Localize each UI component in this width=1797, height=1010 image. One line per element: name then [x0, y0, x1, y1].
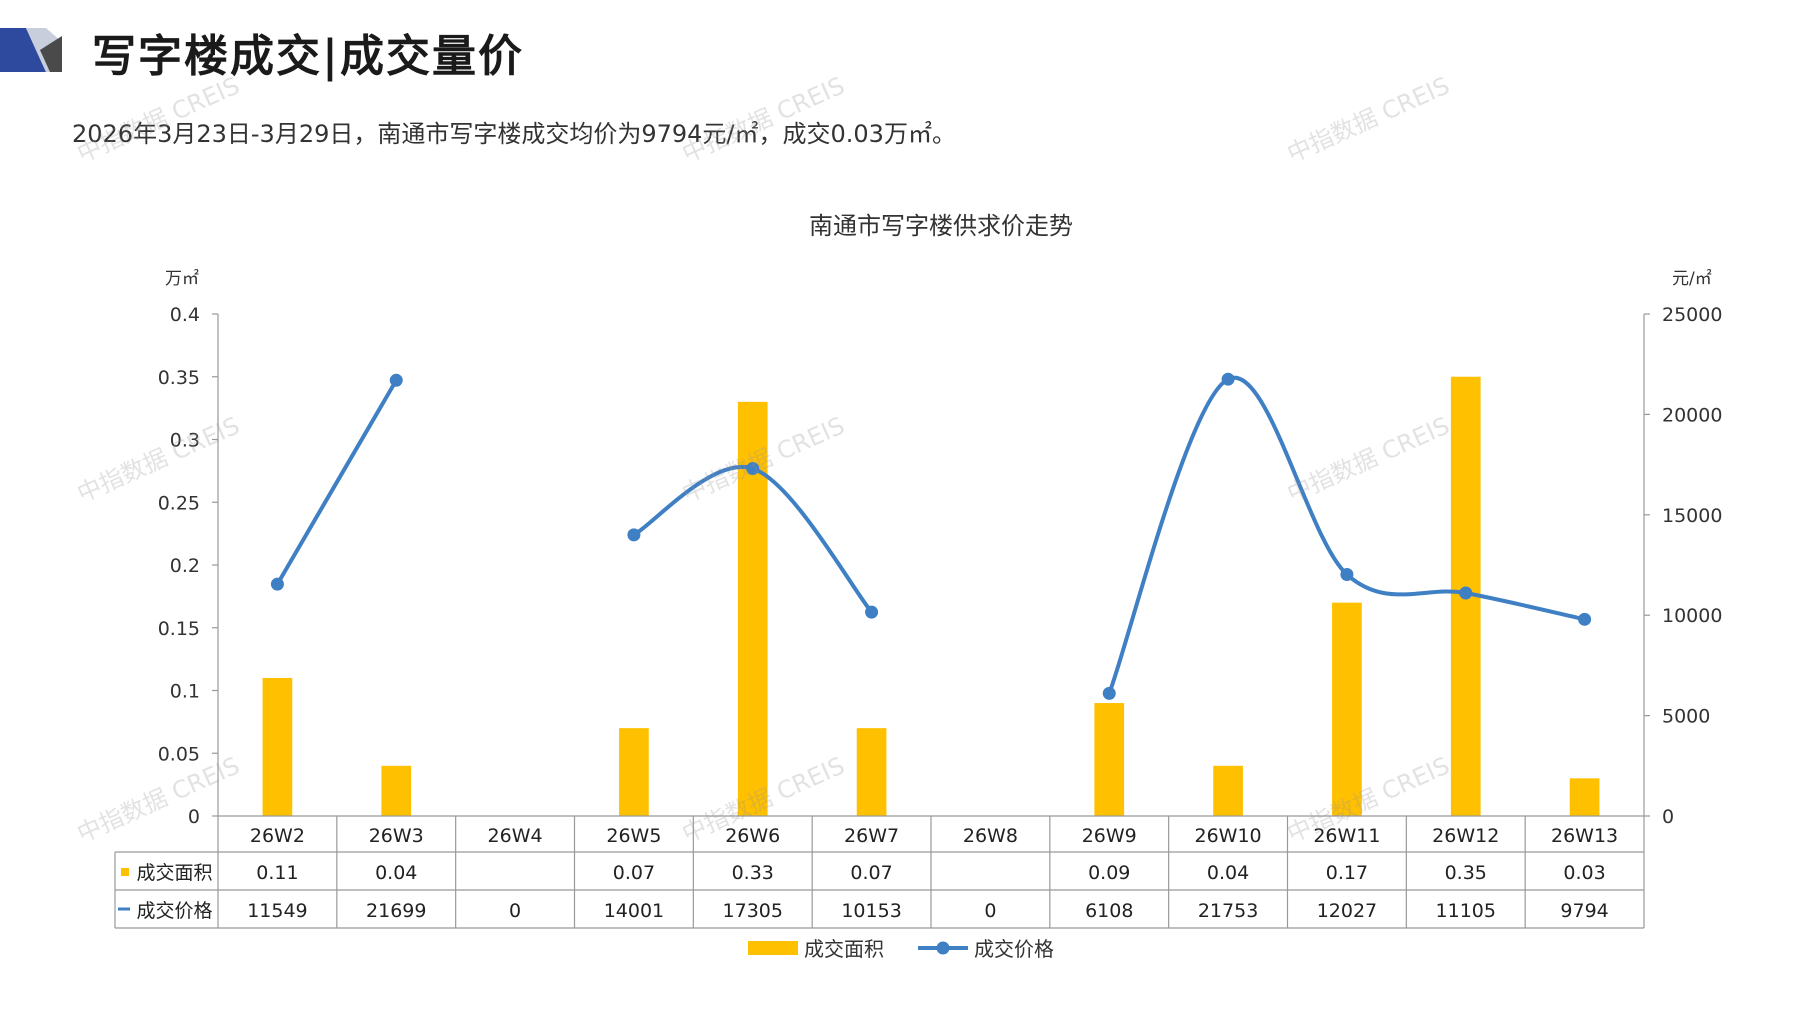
price-point-26W10: [1221, 372, 1235, 386]
bar-26W10: [1213, 765, 1243, 816]
left-tick-label: 0.25: [158, 492, 200, 514]
price-point-26W3: [389, 373, 403, 387]
table-cell-price: 17305: [723, 900, 783, 922]
price-point-26W9: [1102, 686, 1116, 700]
left-tick-label: 0: [188, 806, 200, 828]
right-axis-unit: 元/㎡: [1672, 269, 1712, 289]
legend-marker-price: [936, 941, 950, 955]
brand-logo: [0, 28, 62, 72]
table-cell-price: 0: [984, 900, 996, 922]
category-label: 26W2: [250, 825, 305, 847]
price-point-26W5: [627, 528, 641, 542]
table-cell-price: 6108: [1085, 900, 1133, 922]
table-cell-area: 0.07: [850, 862, 892, 884]
category-label: 26W3: [369, 825, 424, 847]
right-tick-label: 5000: [1662, 706, 1710, 728]
table-cell-price: 12027: [1317, 900, 1377, 922]
table-key-bar: [121, 868, 129, 876]
price-line: [1107, 375, 1586, 695]
left-tick-label: 0.35: [158, 367, 200, 389]
category-label: 26W12: [1432, 825, 1499, 847]
bar-26W5: [619, 728, 649, 816]
bar-26W11: [1332, 602, 1362, 816]
table-cell-price: 14001: [604, 900, 664, 922]
table-cell-area: 0.33: [732, 862, 774, 884]
table-cell-price: 11549: [247, 900, 307, 922]
left-tick-label: 0.05: [158, 743, 200, 765]
category-label: 26W10: [1195, 825, 1262, 847]
left-tick-label: 0.15: [158, 618, 200, 640]
left-axis-unit: 万㎡: [165, 269, 199, 289]
right-tick-label: 25000: [1662, 304, 1722, 326]
table-cell-area: 0.04: [1207, 862, 1249, 884]
summary-text: 2026年3月23日-3月29日，南通市写字楼成交均价为9794元/㎡，成交0.…: [72, 120, 956, 148]
category-label: 26W8: [963, 825, 1018, 847]
left-tick-label: 0.3: [170, 430, 200, 452]
category-label: 26W9: [1082, 825, 1137, 847]
table-cell-price: 21753: [1198, 900, 1258, 922]
table-cell-price: 21699: [366, 900, 426, 922]
table-row-header: 成交价格: [136, 900, 212, 922]
price-point-26W2: [270, 577, 284, 591]
table-cell-area: 0.04: [375, 862, 417, 884]
page-title: 写字楼成交|成交量价: [92, 31, 525, 82]
category-label: 26W5: [606, 825, 661, 847]
category-label: 26W11: [1313, 825, 1380, 847]
right-tick-label: 15000: [1662, 505, 1722, 527]
table-cell-price: 11105: [1436, 900, 1496, 922]
right-tick-label: 20000: [1662, 404, 1722, 426]
table-cell-area: 0.09: [1088, 862, 1130, 884]
left-tick-label: 0.1: [170, 681, 200, 703]
price-line: [275, 379, 398, 586]
price-point-26W12: [1459, 586, 1473, 600]
right-tick-label: 10000: [1662, 605, 1722, 627]
legend-label-area: 成交面积: [804, 937, 884, 961]
bar-26W2: [262, 677, 293, 816]
table-cell-price: 0: [509, 900, 521, 922]
category-label: 26W13: [1551, 825, 1618, 847]
table-cell-area: 0.07: [613, 862, 655, 884]
price-point-26W7: [865, 605, 879, 619]
bar-26W9: [1094, 703, 1125, 816]
category-label: 26W7: [844, 825, 899, 847]
table-cell-area: 0.03: [1563, 862, 1605, 884]
bar-26W13: [1569, 778, 1600, 816]
category-label: 26W4: [488, 825, 543, 847]
left-tick-label: 0.2: [170, 555, 200, 577]
left-tick-label: 0.4: [170, 304, 200, 326]
table-row-header: 成交面积: [136, 862, 212, 884]
table-cell-price: 10153: [841, 900, 901, 922]
price-point-26W6: [746, 462, 760, 476]
table-cell-area: 0.17: [1326, 862, 1368, 884]
bar-26W3: [381, 765, 412, 816]
price-point-26W13: [1578, 612, 1592, 626]
table-cell-area: 0.11: [256, 862, 298, 884]
bar-26W7: [856, 728, 887, 816]
table-cell-area: 0.35: [1445, 862, 1487, 884]
table-cell-price: 9794: [1560, 900, 1608, 922]
legend-swatch-area: [748, 941, 798, 955]
category-label: 26W6: [725, 825, 780, 847]
legend-label-price: 成交价格: [974, 937, 1054, 961]
chart-title: 南通市写字楼供求价走势: [809, 212, 1073, 240]
right-tick-label: 0: [1662, 806, 1674, 828]
price-point-26W11: [1340, 567, 1354, 581]
